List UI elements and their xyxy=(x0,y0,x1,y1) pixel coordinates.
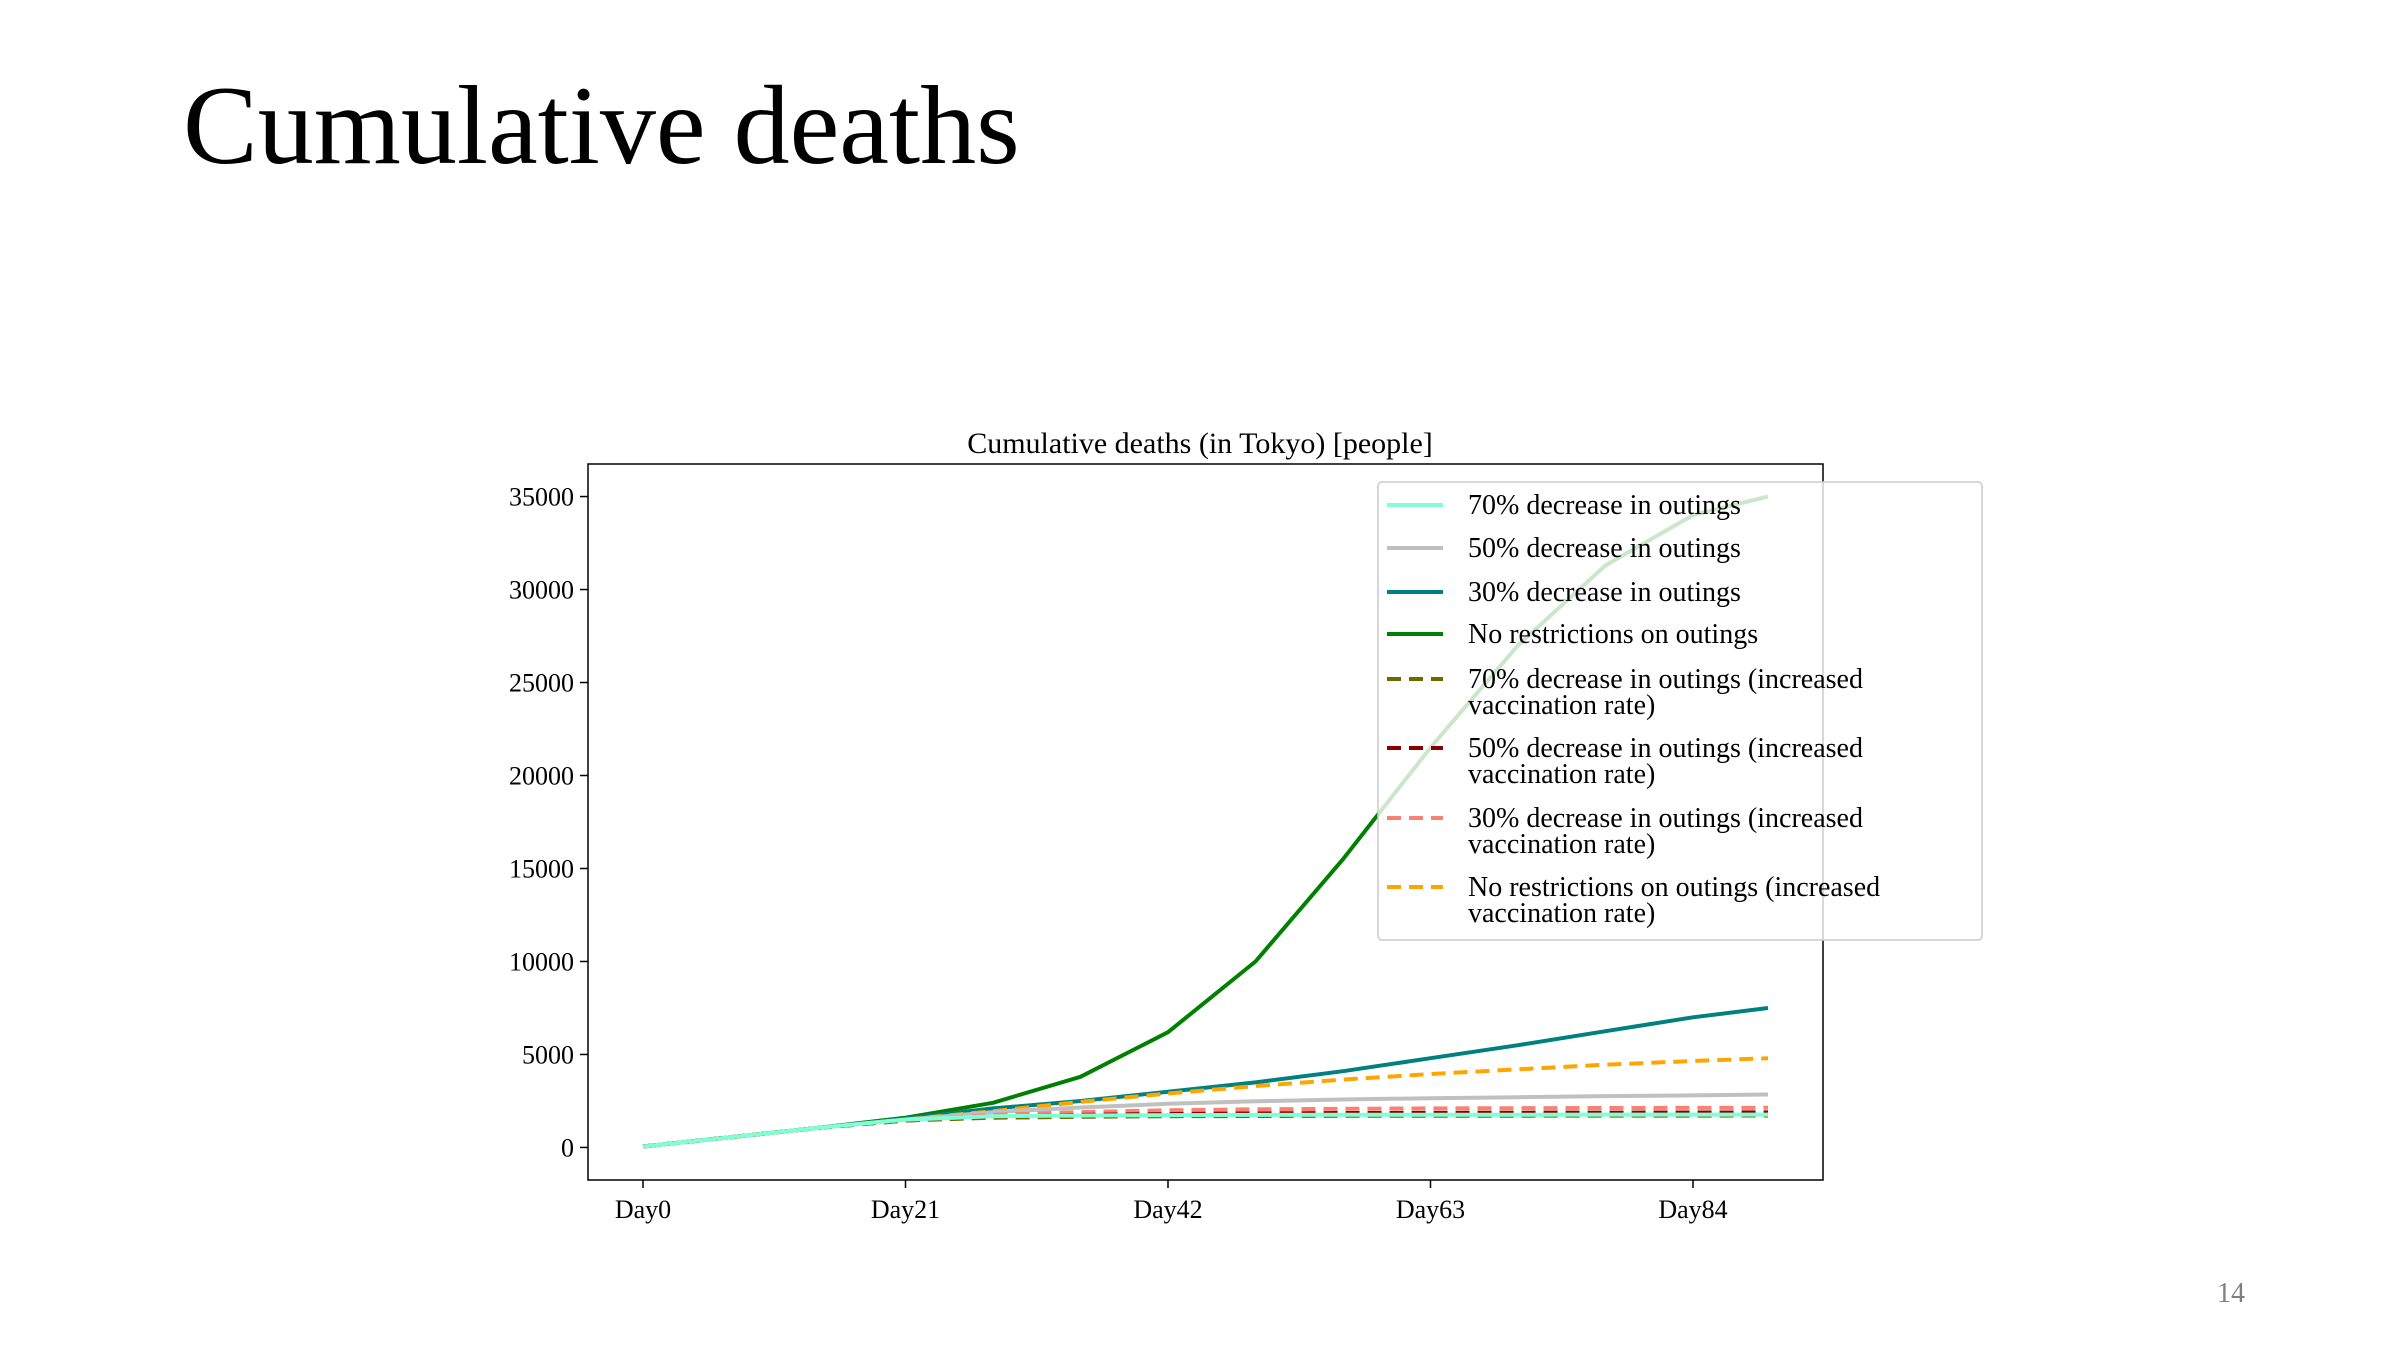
legend: 70% decrease in outings 50% decrease in o… xyxy=(1377,481,1983,941)
y-tick-label: 0 xyxy=(561,1133,574,1162)
y-tick-label: 25000 xyxy=(509,669,574,698)
legend-label: 50% decrease in outings xyxy=(1468,533,1741,564)
y-axis: 0 5000 10000 15000 20000 25000 30000 35000 xyxy=(509,483,588,1162)
y-tick-label: 15000 xyxy=(509,854,574,883)
page-number: 14 xyxy=(2217,1278,2245,1309)
y-tick-label: 5000 xyxy=(522,1040,574,1069)
x-tick-label: Day21 xyxy=(871,1195,940,1224)
series-line-1 xyxy=(642,1112,1768,1149)
x-axis: Day0 Day21 Day42 Day63 Day84 xyxy=(615,1180,1728,1224)
legend-label: 30% decrease in outings xyxy=(1468,577,1741,608)
y-tick-label: 35000 xyxy=(509,483,574,512)
slide-title: Cumulative deaths xyxy=(183,64,1020,188)
legend-label: 70% decrease in outings xyxy=(1468,490,1741,521)
legend-label: 70% decrease in outings (increased vaccin… xyxy=(1468,664,1863,721)
legend-box xyxy=(1377,481,1983,941)
x-tick-label: Day63 xyxy=(1396,1195,1465,1224)
x-tick-label: Day84 xyxy=(1658,1195,1727,1224)
legend-label: 50% decrease in outings (increased vaccin… xyxy=(1468,733,1863,790)
legend-label: No restrictions on outings (increased vac… xyxy=(1468,872,1880,929)
y-tick-label: 10000 xyxy=(509,947,574,976)
legend-label: 30% decrease in outings (increased vaccin… xyxy=(1468,803,1863,860)
y-tick-label: 30000 xyxy=(509,576,574,605)
x-tick-label: Day42 xyxy=(1133,1195,1202,1224)
series-line-7 xyxy=(642,1105,1769,1149)
y-tick-label: 20000 xyxy=(509,762,574,791)
series-line-8 xyxy=(642,1056,1769,1149)
legend-label: No restrictions on outings xyxy=(1468,619,1758,650)
x-tick-label: Day0 xyxy=(615,1195,671,1224)
chart-title: Cumulative deaths (in Tokyo) [people] xyxy=(967,427,1433,460)
